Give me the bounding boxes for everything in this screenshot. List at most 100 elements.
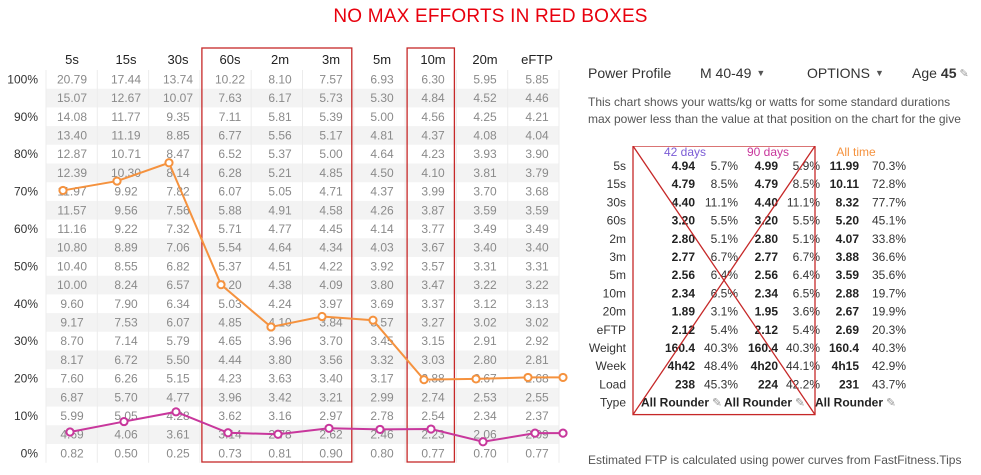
profile-percent: 35.6% [872,268,906,282]
row-label: 30s [607,195,626,209]
table-cell: 4.64 [370,147,394,161]
table-cell: 3.47 [421,278,445,292]
series-point[interactable] [266,322,276,332]
series-point[interactable] [65,427,75,437]
table-cell: 3.02 [473,315,497,329]
table-cell: 5.39 [319,110,343,124]
table-cell: 2.97 [319,409,343,423]
edit-pencil-icon[interactable]: ✎ [886,396,896,410]
series-point[interactable] [164,158,174,168]
series-point[interactable] [530,428,540,438]
profile-value: 224 [758,377,778,391]
profile-percent: 77.7% [872,195,906,209]
series-point[interactable] [223,428,233,438]
age-group-dropdown[interactable]: M 40-49 ▼ [700,63,765,83]
no-max-effort-box [406,47,456,463]
table-cell: 3.22 [525,278,549,292]
row-label: 5m [609,268,626,282]
series-point[interactable] [112,176,122,186]
table-cell: 5.85 [525,72,549,86]
table-cell: 6.57 [166,278,190,292]
table-cell: 8.24 [114,278,138,292]
table-cell: 3.62 [218,409,242,423]
table-cell: 8.70 [60,334,84,348]
profile-value: 4.40 [755,195,779,209]
table-cell: 12.39 [57,166,87,180]
series-point[interactable] [375,424,385,435]
profile-percent: 33.8% [872,232,906,246]
series-point[interactable] [58,185,68,196]
y-tick-label: 20% [14,372,38,386]
table-cell: 4.64 [268,241,292,255]
profile-percent: 5.4% [793,323,821,337]
table-cell: 0.80 [370,446,394,460]
no-max-effort-box [201,47,353,463]
series-point[interactable] [558,372,568,383]
series-point[interactable] [216,280,226,290]
series-point[interactable] [471,374,481,384]
table-cell: 5.03 [218,297,242,311]
series-point[interactable] [478,437,488,447]
profile-percent: 6.4% [793,268,821,282]
table-cell: 3.96 [218,390,242,404]
profile-value: 2.88 [836,286,860,300]
period-column-header: 90 days [747,146,789,159]
profile-value: 10.11 [830,177,860,191]
series-point[interactable] [171,407,181,417]
table-cell: 4.22 [319,259,343,273]
table-cell: 3.02 [525,315,549,329]
series-point[interactable] [317,311,327,322]
table-cell: 3.96 [268,334,292,348]
rider-type-value[interactable]: All Rounder [815,396,883,410]
table-cell: 10.30 [111,166,141,180]
series-point[interactable] [419,375,429,385]
table-cell: 17.44 [111,72,141,86]
profile-value: 231 [839,377,859,391]
table-cell: 5.99 [60,409,84,423]
profile-value: 160.4 [665,341,695,355]
table-cell: 5.17 [319,128,343,142]
table-cell: 6.07 [166,315,190,329]
edit-pencil-icon[interactable]: ✎ [959,67,969,80]
series-point[interactable] [324,423,334,433]
table-cell: 6.82 [166,259,190,273]
series-point[interactable] [426,424,436,434]
table-cell: 4.09 [319,278,343,292]
row-label: 5s [613,159,626,173]
caret-down-icon: ▼ [756,68,766,78]
profile-value: 160.4 [829,341,859,355]
edit-pencil-icon[interactable]: ✎ [712,396,722,410]
table-cell: 3.70 [473,185,497,199]
table-cell: 8.85 [166,128,190,142]
edit-pencil-icon[interactable]: ✎ [795,396,805,410]
table-cell: 3.12 [473,297,497,311]
table-cell: 7.14 [114,334,138,348]
profile-value: 4.99 [755,159,779,173]
profile-percent: 48.4% [704,359,738,373]
series-point[interactable] [368,315,378,325]
table-cell: 0.25 [166,446,190,460]
options-dropdown[interactable]: OPTIONS ▼ [807,63,884,83]
series-point[interactable] [119,416,129,427]
table-cell: 10.71 [111,147,141,161]
table-cell: 3.49 [473,222,497,236]
series-point[interactable] [273,429,283,439]
rider-type-value[interactable]: All Rounder [641,396,709,410]
table-cell: 0.90 [319,446,343,460]
series-point[interactable] [558,428,568,438]
table-cell: 3.69 [370,297,394,311]
profile-value: 2.80 [755,232,779,246]
profile-value: 4h42 [668,359,696,373]
profile-percent: 45.1% [872,214,906,228]
rider-type-value[interactable]: All Rounder [724,396,792,410]
table-cell: 7.53 [114,315,138,329]
table-cell: 6.30 [421,72,445,86]
profile-value: 4h15 [832,359,860,373]
table-cell: 11.77 [111,110,140,124]
age-field[interactable]: Age 45 ✎ [912,63,969,83]
profile-value: 4.79 [755,177,779,191]
row-label: 2m [609,232,626,246]
table-cell: 4.77 [166,390,190,404]
profile-value: 2.67 [836,305,860,319]
series-point[interactable] [523,372,533,383]
